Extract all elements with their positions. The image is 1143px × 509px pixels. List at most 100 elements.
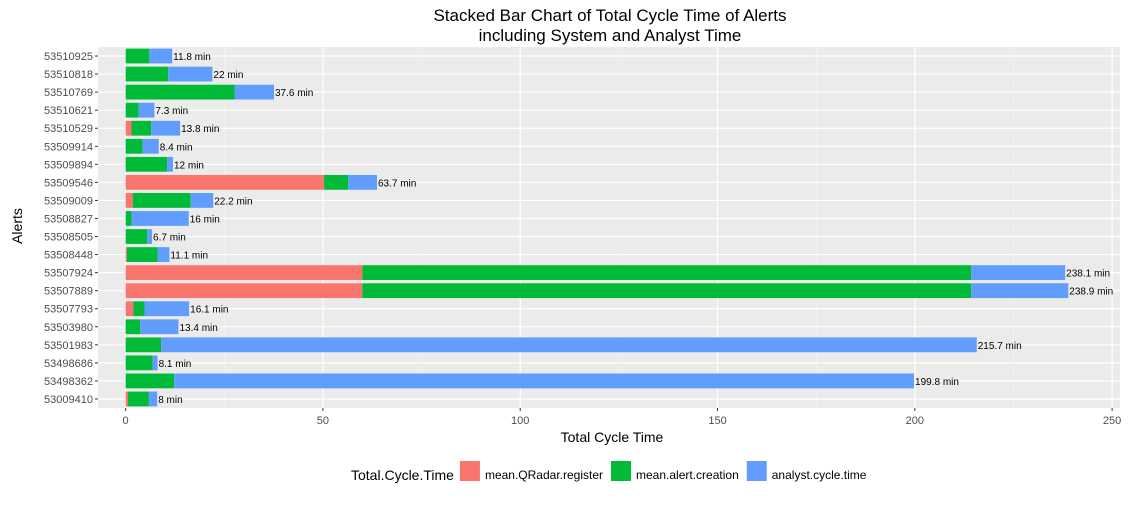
data-label: 238.9 min [1069,287,1113,298]
data-label: 215.7 min [978,341,1022,352]
legend: Total.Cycle.Time mean.QRadar.register mea… [351,461,867,483]
bar-segment [148,391,158,407]
x-axis: 0 50 100 150 200 250 [123,408,1121,427]
y-tick-label: 53503980 [44,322,93,334]
bar-segment [324,174,349,190]
bar-segment [125,193,133,208]
bar-segment [125,337,162,353]
y-tick-label: 53507793 [44,304,93,316]
data-label: 63.7 min [378,178,416,189]
y-tick-label: 53508448 [44,250,93,262]
bar-segment [125,319,141,335]
bar-segment [131,211,189,226]
data-label: 238.1 min [1066,269,1110,280]
y-tick-label: 53507924 [44,268,93,280]
data-label: 6.7 min [153,233,186,244]
y-tick-label: 53510621 [44,105,93,117]
data-label: 8.4 min [160,142,193,153]
bar-segment [147,229,153,244]
y-tick-label: 53508505 [44,232,93,244]
bar-segment [971,283,1069,299]
data-label: 199.8 min [915,377,959,388]
x-tick-label: 50 [317,415,329,427]
y-axis: 53510925 53510818 53510769 53510621 53510529… [44,51,98,406]
bar-segment [140,319,179,335]
bar-segment [133,301,145,317]
bar-segment [362,265,972,281]
data-label: 37.6 min [275,88,313,99]
bar-segment [144,301,190,317]
bar-segment [362,283,972,299]
y-tick-label: 53501983 [44,340,93,352]
data-label: 8 min [158,395,182,406]
y-tick-label: 53509546 [44,177,93,189]
y-tick-label: 53509894 [44,159,93,171]
y-axis-title: Alerts [9,208,25,244]
x-tick-label: 100 [511,415,529,427]
plot-panel [98,47,1120,408]
bar-segment [157,247,170,262]
legend-key [746,461,767,481]
x-tick-label: 0 [123,415,129,427]
bar-segment [125,138,143,154]
bar-segment [125,102,139,118]
data-label: 16 min [190,214,220,225]
bar-segment [127,391,149,407]
data-label: 7.3 min [155,106,188,117]
legend-label: analyst.cycle.time [772,468,867,482]
bar-segment [125,174,325,190]
data-label: 11.8 min [173,52,211,63]
chart-subtitle: including System and Analyst Time [479,26,742,45]
y-tick-label: 53498362 [44,376,93,388]
y-tick-label: 53009410 [44,394,93,406]
bars [125,48,1069,407]
y-tick-label: 53508827 [44,213,93,225]
y-tick-label: 53509914 [44,141,93,153]
bar-segment [149,48,173,64]
bar-segment [125,66,169,82]
bar-segment [125,283,363,299]
panel-background [98,47,1120,408]
bar-segment [125,229,148,244]
data-label: 13.4 min [179,323,217,334]
bar-segment [131,120,152,136]
x-axis-title: Total Cycle Time [561,429,664,445]
bar-segment [125,391,128,407]
bar-segment [126,247,158,262]
chart-title: Stacked Bar Chart of Total Cycle Time of… [433,6,786,25]
bar-segment [125,48,150,64]
bar-segment [971,265,1066,281]
data-label: 22 min [213,70,243,81]
data-label: 13.8 min [181,124,219,135]
bar-segment [125,211,132,226]
legend-label: mean.QRadar.register [485,468,603,482]
bar-segment [174,373,915,389]
bar-segment [234,84,274,100]
bar-segment [125,120,132,136]
legend-label: mean.alert.creation [636,468,739,482]
bar-segment [125,84,235,100]
bar-segment [138,102,155,118]
bar-segment [142,138,159,154]
bar-segment [190,193,214,208]
bar-segment [125,156,168,172]
data-label: 11.1 min [170,251,208,262]
bar-segment [125,355,153,371]
y-tick-label: 53510529 [44,123,93,135]
data-label: 12 min [174,160,204,171]
bar-segment [348,174,377,190]
x-tick-label: 250 [1103,415,1121,427]
y-tick-label: 53509009 [44,195,93,207]
data-label: 22.2 min [214,196,252,207]
bar-segment [125,301,134,317]
bar-segment [152,355,158,371]
bar-segment [168,66,213,82]
x-tick-label: 150 [708,415,726,427]
legend-title: Total.Cycle.Time [351,467,454,483]
y-tick-label: 53498686 [44,358,93,370]
data-label: 8.1 min [159,359,192,370]
y-tick-label: 53507889 [44,286,93,298]
y-tick-label: 53510818 [44,69,93,81]
